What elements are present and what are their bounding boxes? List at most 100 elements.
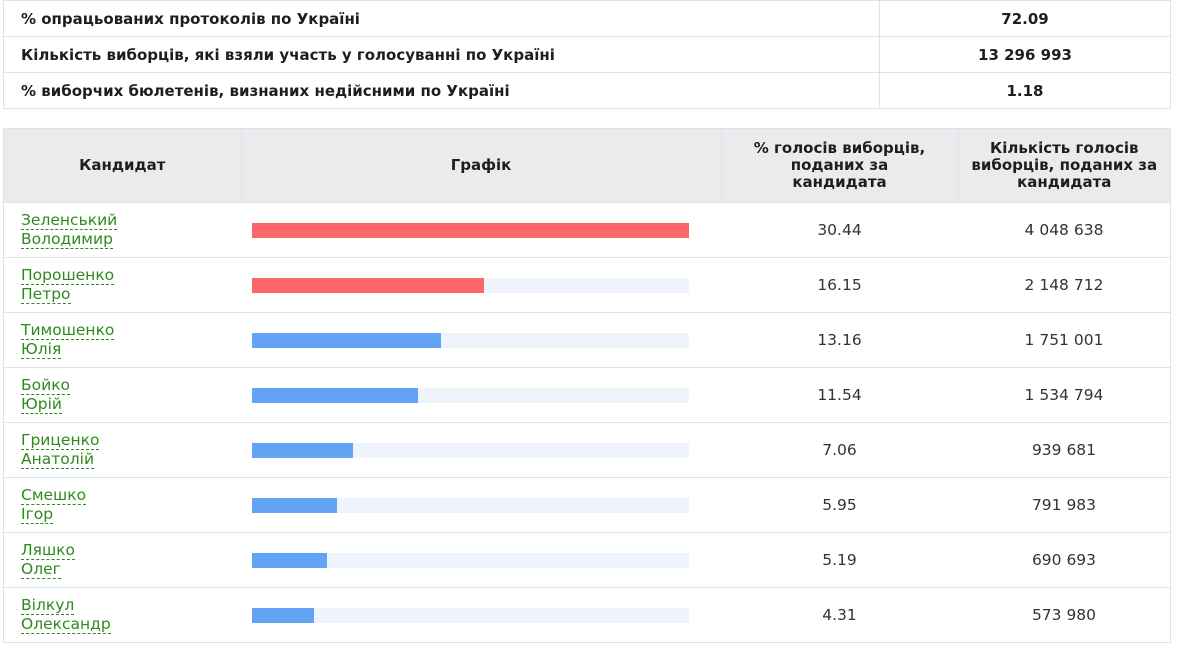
candidate-link-firstname[interactable]: Ігор — [21, 505, 54, 524]
bar-fill — [252, 442, 353, 458]
percent-cell: 5.95 — [721, 477, 958, 533]
candidate-cell: Вілкул Олександр — [3, 587, 241, 643]
percent-cell: 13.16 — [721, 312, 958, 368]
candidate-firstname-wrap: Анатолій — [21, 450, 241, 469]
header-vote-count: Кількість голосів виборців, поданих за к… — [957, 128, 1171, 203]
bar-track — [252, 607, 689, 623]
bar-cell — [241, 532, 721, 588]
candidate-link-firstname[interactable]: Анатолій — [21, 450, 95, 469]
candidate-surname-wrap: Ляшко — [21, 541, 241, 560]
candidate-surname-wrap: Бойко — [21, 376, 241, 395]
candidate-cell: Зеленський Володимир — [3, 202, 241, 258]
candidate-surname-wrap: Вілкул — [21, 596, 241, 615]
bar-track — [252, 222, 689, 238]
candidate-link-surname[interactable]: Бойко — [21, 376, 71, 395]
candidate-row: Порошенко Петро 16.15 2 148 712 — [3, 257, 1171, 313]
candidate-row: Вілкул Олександр 4.31 573 980 — [3, 587, 1171, 643]
candidate-row: Бойко Юрій 11.54 1 534 794 — [3, 367, 1171, 423]
bar-fill — [252, 552, 327, 568]
percent-cell: 16.15 — [721, 257, 958, 313]
candidate-cell: Порошенко Петро — [3, 257, 241, 313]
candidate-firstname-wrap: Олександр — [21, 615, 241, 634]
candidate-link-surname[interactable]: Зеленський — [21, 211, 118, 230]
votes-cell: 939 681 — [958, 422, 1171, 478]
bar-track — [252, 332, 689, 348]
candidate-firstname-wrap: Олег — [21, 560, 241, 579]
candidate-surname-wrap: Смешко — [21, 486, 241, 505]
candidate-row: Зеленський Володимир 30.44 4 048 638 — [3, 202, 1171, 258]
bar-fill — [252, 277, 484, 293]
summary-value: 13 296 993 — [879, 36, 1171, 73]
bar-fill — [252, 607, 314, 623]
votes-cell: 1 751 001 — [958, 312, 1171, 368]
candidate-link-surname[interactable]: Гриценко — [21, 431, 100, 450]
bar-cell — [241, 257, 721, 313]
percent-cell: 30.44 — [721, 202, 958, 258]
header-percent-line: кандидата — [792, 173, 887, 191]
percent-cell: 5.19 — [721, 532, 958, 588]
candidate-link-surname[interactable]: Порошенко — [21, 266, 115, 285]
candidate-cell: Бойко Юрій — [3, 367, 241, 423]
header-candidate: Кандидат — [3, 128, 242, 203]
results-header-row: Кандидат Графік % голосів виборців, пода… — [3, 128, 1171, 203]
summary-table: % опрацьованих протоколів по Україні 72.… — [3, 0, 1171, 109]
bar-fill — [252, 332, 441, 348]
votes-cell: 4 048 638 — [958, 202, 1171, 258]
results-body: Зеленський Володимир 30.44 4 048 638 Порошен… — [3, 202, 1171, 643]
candidate-firstname-wrap: Петро — [21, 285, 241, 304]
bar-cell — [241, 202, 721, 258]
votes-cell: 573 980 — [958, 587, 1171, 643]
bar-track — [252, 277, 689, 293]
summary-label: % виборчих бюлетенів, визнаних недійсним… — [3, 72, 880, 109]
candidate-row: Ляшко Олег 5.19 690 693 — [3, 532, 1171, 588]
candidate-link-surname[interactable]: Тимошенко — [21, 321, 115, 340]
candidate-link-surname[interactable]: Ляшко — [21, 541, 76, 560]
candidate-firstname-wrap: Юлія — [21, 340, 241, 359]
candidate-row: Гриценко Анатолій 7.06 939 681 — [3, 422, 1171, 478]
candidate-link-firstname[interactable]: Петро — [21, 285, 71, 304]
candidate-firstname-wrap: Володимир — [21, 230, 241, 249]
header-percent: % голосів виборців, поданих за кандидата — [720, 128, 959, 203]
summary-row: % опрацьованих протоколів по Україні 72.… — [3, 0, 1171, 37]
bar-track — [252, 552, 689, 568]
bar-track — [252, 387, 689, 403]
percent-cell: 4.31 — [721, 587, 958, 643]
header-chart: Графік — [240, 128, 722, 203]
candidate-link-firstname[interactable]: Юлія — [21, 340, 62, 359]
candidate-surname-wrap: Гриценко — [21, 431, 241, 450]
candidate-cell: Тимошенко Юлія — [3, 312, 241, 368]
candidate-link-firstname[interactable]: Олег — [21, 560, 61, 579]
percent-cell: 7.06 — [721, 422, 958, 478]
candidate-link-firstname[interactable]: Володимир — [21, 230, 113, 249]
summary-value: 72.09 — [879, 0, 1171, 37]
percent-cell: 11.54 — [721, 367, 958, 423]
bar-cell — [241, 312, 721, 368]
bar-cell — [241, 367, 721, 423]
candidate-link-surname[interactable]: Вілкул — [21, 596, 75, 615]
candidate-link-firstname[interactable]: Олександр — [21, 615, 111, 634]
bar-cell — [241, 587, 721, 643]
votes-cell: 2 148 712 — [958, 257, 1171, 313]
header-count-line: Кількість голосів — [990, 139, 1139, 157]
candidate-surname-wrap: Тимошенко — [21, 321, 241, 340]
summary-label: Кількість виборців, які взяли участь у г… — [3, 36, 880, 73]
candidate-surname-wrap: Порошенко — [21, 266, 241, 285]
header-count-line: кандидата — [1017, 173, 1112, 191]
results-table: Кандидат Графік % голосів виборців, пода… — [3, 128, 1171, 643]
candidate-firstname-wrap: Юрій — [21, 395, 241, 414]
candidate-surname-wrap: Зеленський — [21, 211, 241, 230]
summary-row: Кількість виборців, які взяли участь у г… — [3, 36, 1171, 73]
candidate-cell: Гриценко Анатолій — [3, 422, 241, 478]
summary-row: % виборчих бюлетенів, визнаних недійсним… — [3, 72, 1171, 109]
candidate-link-firstname[interactable]: Юрій — [21, 395, 62, 414]
bar-track — [252, 442, 689, 458]
bar-fill — [252, 497, 337, 513]
candidate-cell: Смешко Ігор — [3, 477, 241, 533]
votes-cell: 690 693 — [958, 532, 1171, 588]
bar-track — [252, 497, 689, 513]
header-percent-line: поданих за — [790, 156, 889, 174]
candidate-link-surname[interactable]: Смешко — [21, 486, 87, 505]
candidate-row: Тимошенко Юлія 13.16 1 751 001 — [3, 312, 1171, 368]
summary-label: % опрацьованих протоколів по Україні — [3, 0, 880, 37]
candidate-cell: Ляшко Олег — [3, 532, 241, 588]
